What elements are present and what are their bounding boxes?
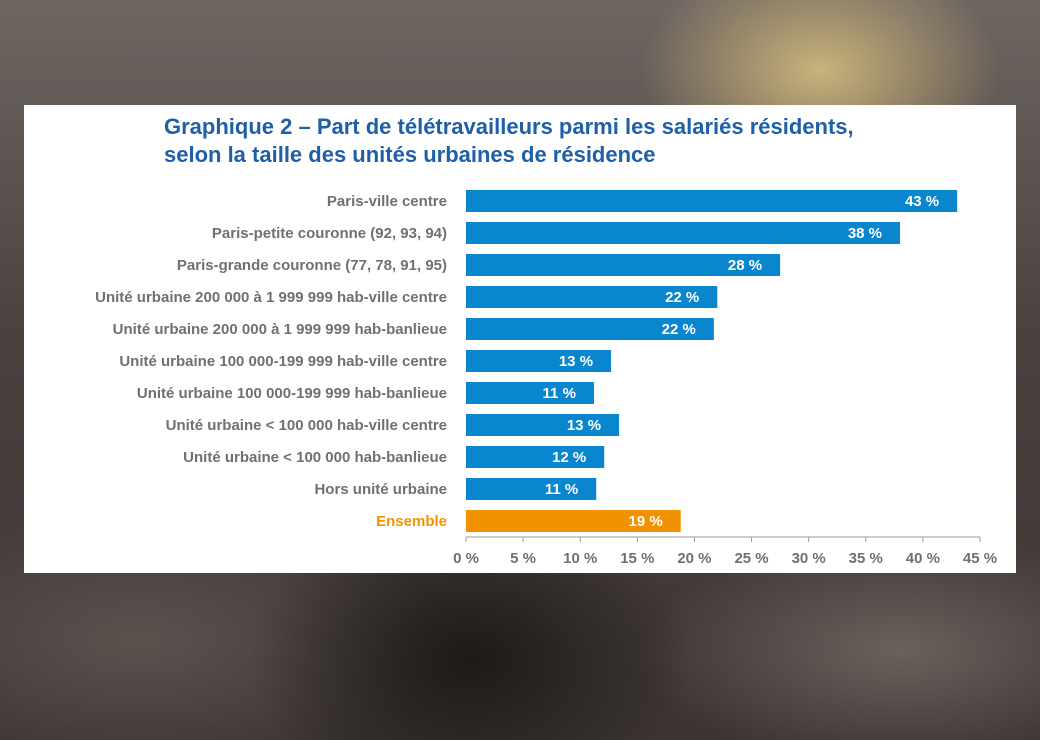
category-label: Unité urbaine < 100 000 hab-banlieue: [183, 449, 447, 466]
bar: [466, 190, 958, 212]
bar-chart: Paris-ville centre 43 % Paris-petite couro…: [95, 190, 997, 567]
bar-value-label: 22 %: [665, 289, 699, 306]
chart-title-line-2: selon la taille des unités urbaines de r…: [164, 142, 656, 167]
bar-value-label: 38 %: [848, 225, 882, 242]
bar: [466, 510, 681, 532]
x-tick-label: 35 %: [849, 550, 883, 567]
bar-value-label: 13 %: [567, 417, 601, 434]
category-label: Paris-petite couronne (92, 93, 94): [212, 225, 447, 242]
x-tick-label: 25 %: [734, 550, 768, 567]
x-tick-label: 40 %: [906, 550, 940, 567]
bar-value-label: 11 %: [543, 385, 576, 402]
category-label: Ensemble: [376, 513, 447, 530]
bar: [466, 254, 781, 276]
bar-value-label: 12 %: [552, 449, 586, 466]
bar: [466, 318, 714, 340]
category-label: Unité urbaine < 100 000 hab-ville centre: [166, 417, 447, 434]
bar-value-label: 22 %: [662, 321, 696, 338]
chart-title-line-1: Graphique 2 – Part de télétravailleurs p…: [164, 114, 854, 139]
bar-value-label: 11 %: [545, 481, 578, 498]
x-tick-label: 30 %: [792, 550, 826, 567]
bar: [466, 286, 718, 308]
x-tick-label: 0 %: [453, 550, 479, 567]
bar-value-label: 43 %: [905, 193, 939, 210]
category-label: Hors unité urbaine: [314, 481, 447, 498]
bar: [466, 350, 612, 372]
bar: [466, 446, 605, 468]
category-label: Unité urbaine 200 000 à 1 999 999 hab-ba…: [113, 321, 447, 338]
bar: [466, 382, 594, 404]
category-label: Paris-ville centre: [327, 193, 447, 210]
category-label: Unité urbaine 200 000 à 1 999 999 hab-vi…: [95, 289, 447, 306]
category-label: Paris-grande couronne (77, 78, 91, 95): [177, 257, 447, 274]
x-tick-label: 20 %: [677, 550, 711, 567]
chart-card: Graphique 2 – Part de télétravailleurs p…: [24, 105, 1016, 573]
x-tick-label: 10 %: [563, 550, 597, 567]
bar-value-label: 28 %: [728, 257, 762, 274]
bar-value-label: 19 %: [629, 513, 663, 530]
x-tick-label: 15 %: [620, 550, 654, 567]
bar-value-label: 13 %: [559, 353, 593, 370]
bar: [466, 478, 597, 500]
chart-title: Graphique 2 – Part de télétravailleurs p…: [164, 113, 984, 169]
category-label: Unité urbaine 100 000-199 999 hab-ville …: [119, 353, 447, 370]
x-tick-label: 5 %: [510, 550, 536, 567]
bar: [466, 222, 901, 244]
x-tick-label: 45 %: [963, 550, 997, 567]
category-label: Unité urbaine 100 000-199 999 hab-banlie…: [137, 385, 447, 402]
bar: [466, 414, 620, 436]
